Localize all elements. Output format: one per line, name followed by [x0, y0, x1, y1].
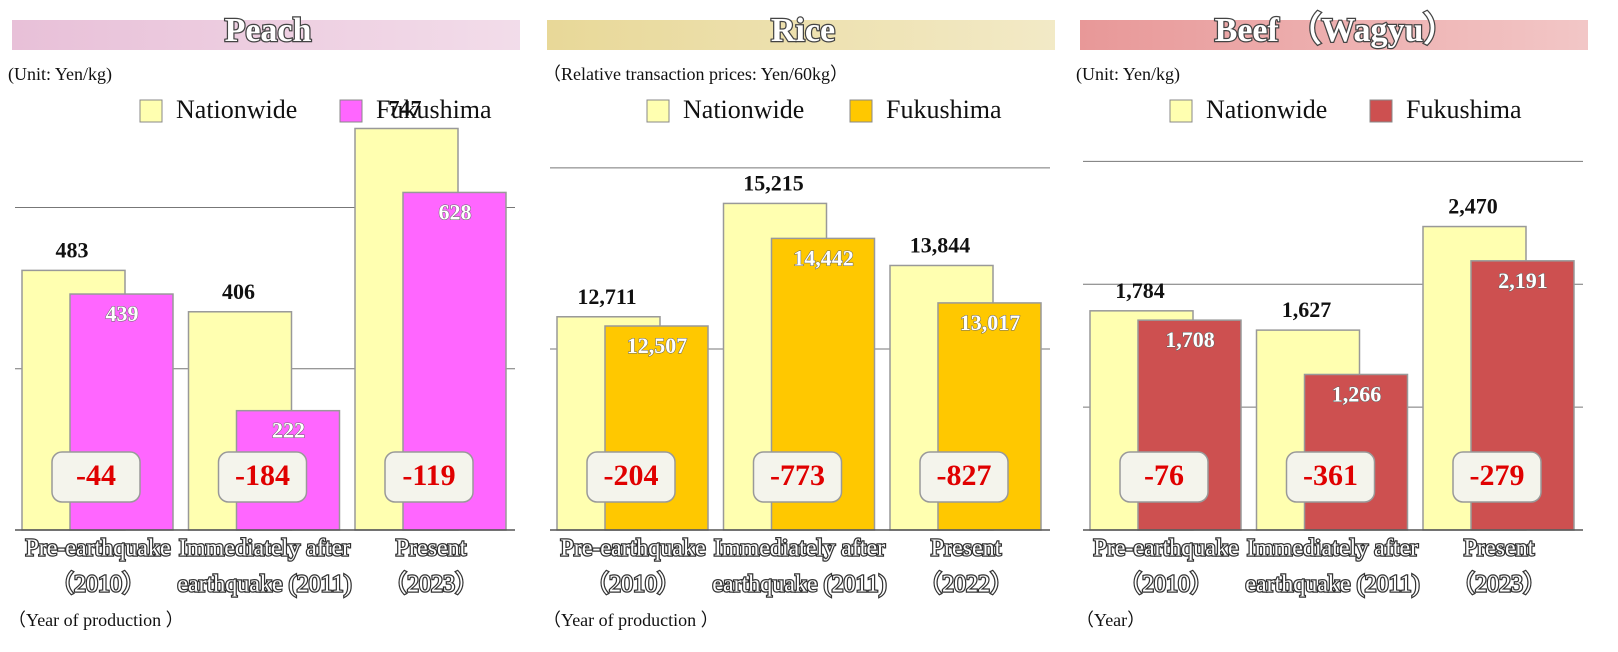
difference-label: -76: [1144, 459, 1184, 492]
x-tick-label: （2022）: [918, 572, 1014, 598]
chart-title: Beef （Wagyu）: [1215, 10, 1458, 49]
value-label: 406: [222, 279, 255, 304]
value-label: 222: [272, 418, 305, 443]
title-band: [12, 20, 520, 50]
difference-box: [752, 451, 843, 503]
legend-swatch: [339, 99, 363, 123]
x-tick-label: earthquake (2011): [177, 572, 351, 598]
value-label: 747: [389, 96, 422, 121]
difference-label: -44: [76, 459, 116, 492]
difference-label: -773: [770, 459, 825, 492]
x-tick-label: Immediately after: [714, 536, 885, 562]
unit-note: (Unit: Yen/kg): [8, 64, 112, 85]
difference-box: [1119, 451, 1209, 503]
title-band: [1080, 20, 1588, 50]
difference-label: -279: [1470, 459, 1525, 492]
legend-swatch: [1169, 99, 1193, 123]
x-tick-label: （2010）: [585, 572, 681, 598]
value-label: 2,470: [1448, 194, 1498, 219]
legend-swatch: [1369, 99, 1393, 123]
legend-label: Fukushima: [376, 95, 492, 124]
x-tick-label: Immediately after: [1247, 536, 1418, 562]
value-label: 12,711: [577, 284, 636, 309]
panel: Peach (Unit: Yen/kg) （Year of production ）…: [8, 11, 520, 630]
value-label: 1,708: [1165, 327, 1215, 352]
value-label: 13,017: [960, 310, 1021, 335]
value-label: 628: [439, 199, 472, 224]
legend-swatch: [849, 99, 873, 123]
x-tick-label: Pre-earthquake: [1093, 536, 1238, 562]
difference-box: [217, 451, 308, 503]
difference-box: [51, 451, 141, 503]
x-tick-label: （2023）: [1451, 572, 1547, 598]
difference-label: -184: [235, 459, 290, 492]
x-tick-label: （2023）: [383, 572, 479, 598]
legend-swatch: [139, 99, 163, 123]
x-tick-label: earthquake (2011): [712, 572, 886, 598]
chart-title: Peach: [225, 12, 312, 49]
unit-note: （Relative transaction prices: Yen/60kg）: [543, 64, 848, 84]
x-tick-label: earthquake (2011): [1245, 572, 1419, 598]
x-tick-label: Present: [396, 536, 467, 562]
difference-label: -827: [937, 459, 992, 492]
unit-note: (Unit: Yen/kg): [1076, 64, 1180, 85]
difference-box: [1452, 451, 1542, 503]
x-tick-label: Pre-earthquake: [560, 536, 705, 562]
legend-label: Nationwide: [1206, 95, 1327, 124]
x-tick-label: Present: [931, 536, 1002, 562]
legend-label: Nationwide: [683, 95, 804, 124]
x-note: （Year of production ）: [8, 610, 184, 630]
value-label: 2,191: [1498, 268, 1548, 293]
difference-label: -361: [1303, 459, 1358, 492]
value-label: 12,507: [627, 333, 688, 358]
difference-box: [586, 451, 676, 503]
value-label: 1,784: [1115, 278, 1165, 303]
legend-label: Nationwide: [176, 95, 297, 124]
difference-label: -204: [604, 459, 659, 492]
x-note: （Year of production ）: [543, 610, 719, 630]
title-band: [547, 20, 1055, 50]
legend-swatch: [646, 99, 670, 123]
x-tick-label: Present: [1464, 536, 1535, 562]
legend-label: Fukushima: [886, 95, 1002, 124]
value-label: 439: [106, 301, 139, 326]
difference-box: [1285, 451, 1376, 503]
difference-box: [384, 451, 474, 503]
x-tick-label: （2010）: [50, 572, 146, 598]
difference-label: -119: [402, 459, 455, 492]
value-label: 1,266: [1332, 382, 1382, 407]
panel: Rice （Relative transaction prices: Yen/60…: [543, 11, 1055, 630]
panel: Beef （Wagyu） (Unit: Yen/kg) （Year） Nationwi…: [1076, 9, 1588, 630]
value-label: 15,215: [743, 170, 804, 195]
x-tick-label: （2010）: [1118, 572, 1214, 598]
difference-box: [919, 451, 1009, 503]
x-tick-label: Immediately after: [179, 536, 350, 562]
x-note: （Year）: [1076, 610, 1145, 630]
value-label: 1,627: [1282, 297, 1332, 322]
chart-title: Rice: [771, 12, 835, 49]
value-label: 14,442: [793, 245, 854, 270]
x-tick-label: Pre-earthquake: [25, 536, 170, 562]
legend-label: Fukushima: [1406, 95, 1522, 124]
value-label: 13,844: [910, 233, 971, 258]
value-label: 483: [56, 237, 89, 262]
